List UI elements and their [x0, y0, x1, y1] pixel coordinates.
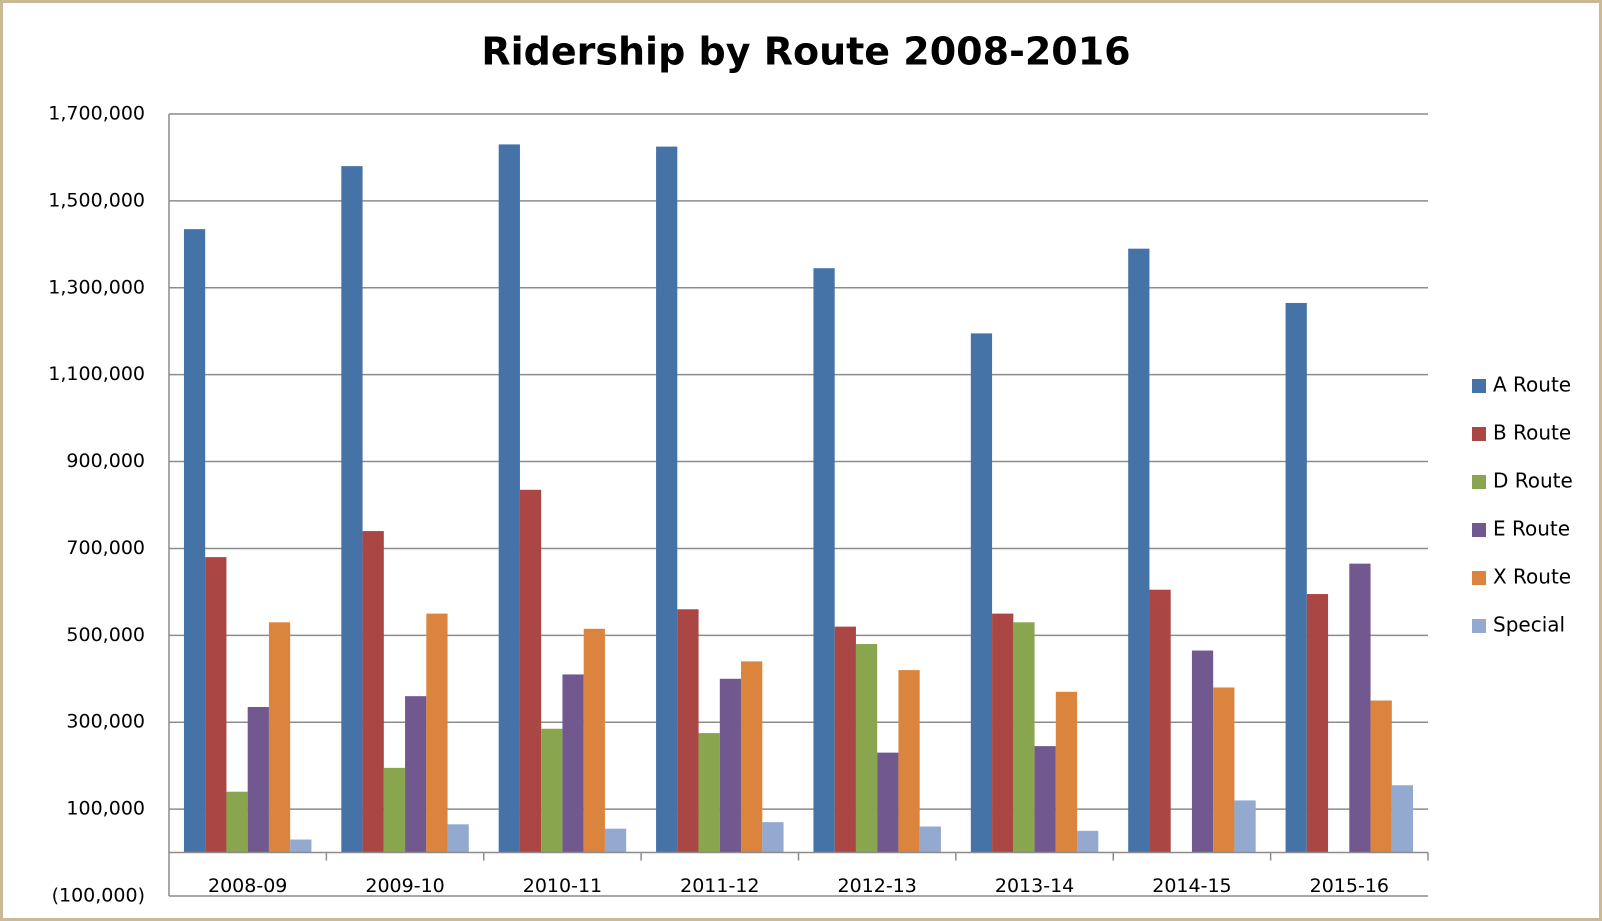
bar	[268, 622, 291, 853]
bar	[1128, 248, 1150, 853]
y-tick-label: 300,000	[66, 711, 145, 733]
bar	[992, 613, 1014, 853]
x-tick-label: 2009-10	[365, 875, 444, 897]
legend-label: D Route	[1493, 469, 1573, 493]
bar	[1349, 563, 1371, 853]
bar	[541, 728, 563, 853]
y-tick-label: 1,100,000	[48, 363, 145, 385]
bar	[498, 144, 520, 853]
legend-label: Special	[1493, 613, 1565, 637]
bar	[898, 670, 920, 853]
chart-title: Ridership by Route 2008-2016	[481, 30, 1130, 74]
bar	[247, 707, 269, 853]
x-tick-label: 2013-14	[995, 875, 1074, 897]
bar	[877, 752, 899, 853]
bar	[1149, 589, 1171, 853]
bar	[583, 628, 605, 853]
bar	[290, 839, 312, 853]
x-tick-label: 2008-09	[208, 875, 287, 897]
bar	[341, 166, 363, 853]
bar	[447, 824, 469, 853]
bar	[834, 626, 856, 853]
x-tick-label: 2014-15	[1152, 875, 1231, 897]
bar	[1213, 687, 1235, 853]
bar	[741, 661, 763, 853]
bar	[677, 609, 699, 853]
bar	[519, 489, 542, 853]
legend-swatch	[1472, 619, 1486, 633]
bar	[919, 826, 941, 853]
bar	[1013, 622, 1035, 853]
legend-label: X Route	[1493, 565, 1571, 589]
legend-swatch	[1472, 523, 1486, 537]
y-tick-label: 1,700,000	[48, 103, 145, 125]
legend-swatch	[1472, 571, 1486, 585]
x-tick-label: 2010-11	[523, 875, 602, 897]
bar	[1077, 830, 1099, 853]
legend-label: B Route	[1493, 421, 1571, 445]
bar	[762, 822, 784, 853]
x-tick-label: 2011-12	[680, 875, 759, 897]
legend-swatch	[1472, 427, 1486, 441]
y-tick-label: 500,000	[66, 624, 145, 646]
bar	[604, 828, 627, 853]
x-tick-label: 2012-13	[837, 875, 916, 897]
bar	[226, 791, 248, 853]
bar	[1285, 302, 1307, 853]
bar	[562, 674, 584, 853]
bar	[813, 268, 835, 853]
bar	[362, 531, 384, 853]
y-tick-label: 900,000	[66, 450, 145, 472]
y-tick-label: 700,000	[66, 537, 145, 559]
bar	[205, 557, 227, 853]
y-tick-label: 1,500,000	[48, 189, 145, 211]
y-tick-label: (100,000)	[52, 885, 145, 907]
bar	[183, 229, 206, 853]
legend-label: A Route	[1493, 373, 1571, 397]
legend-swatch	[1472, 475, 1486, 489]
bar	[426, 613, 448, 853]
bar	[1055, 691, 1078, 853]
bar	[1034, 746, 1056, 853]
bar	[383, 767, 406, 853]
bar	[1370, 700, 1392, 853]
y-tick-label: 100,000	[66, 798, 145, 820]
bar	[1391, 785, 1414, 853]
x-tick-label: 2015-16	[1310, 875, 1389, 897]
bar	[855, 644, 878, 853]
bar	[1191, 650, 1214, 853]
bar	[1306, 594, 1329, 853]
legend-label: E Route	[1493, 517, 1570, 541]
bar	[698, 733, 720, 853]
bar	[970, 333, 993, 853]
y-tick-label: 1,300,000	[48, 276, 145, 298]
legend-swatch	[1472, 379, 1486, 393]
bar	[405, 696, 427, 853]
bar	[656, 146, 678, 853]
bar	[1234, 800, 1256, 853]
bar	[719, 678, 742, 853]
